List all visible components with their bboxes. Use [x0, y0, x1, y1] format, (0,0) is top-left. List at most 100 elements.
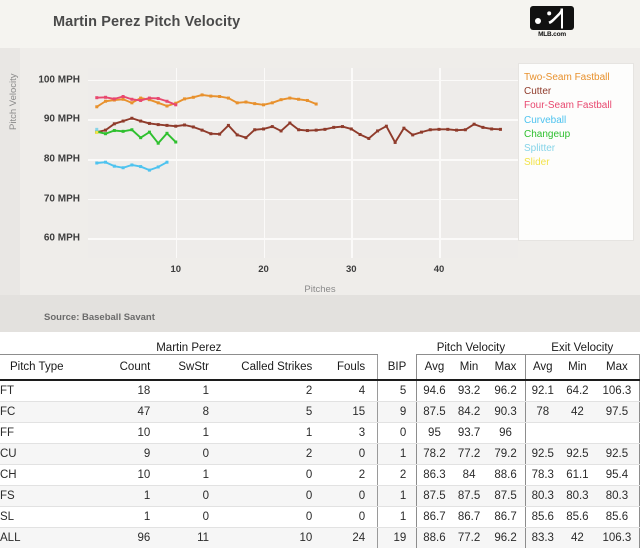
cell-bip: 2	[377, 464, 417, 486]
cell-fouls: 4	[330, 380, 378, 402]
col-pitch-type: Pitch Type	[0, 354, 91, 381]
series-marker	[165, 99, 169, 103]
series-marker	[472, 122, 476, 126]
table-row[interactable]: SL 1 0 0 0 1 86.7 86.7 86.7 85.6 85.6 85.6	[0, 506, 640, 528]
series-marker	[209, 94, 213, 98]
group-header-pitch-velocity: Pitch Velocity	[436, 341, 506, 354]
cell-swstr: 0	[164, 506, 226, 528]
col-bip: BIP	[377, 354, 417, 381]
gridline-vertical	[351, 68, 353, 258]
table-row[interactable]: CH 10 1 0 2 2 86.3 84 88.6 78.3 61.1 95.4	[0, 464, 640, 486]
table-row[interactable]: ALL 96 11 10 24 19 88.6 77.2 96.2 83.3 42 106.3	[0, 527, 640, 548]
legend-item-slider[interactable]: Slider	[524, 157, 550, 169]
series-marker	[200, 128, 204, 132]
legend-item-changeup[interactable]: Changeup	[524, 128, 571, 140]
table-row[interactable]: FS 1 0 0 0 1 87.5 87.5 87.5 80.3 80.3 80.3	[0, 485, 640, 507]
series-marker	[226, 96, 230, 100]
series-marker	[174, 124, 178, 128]
gridline-horizontal	[88, 198, 518, 201]
cell-ev-avg: 85.6	[525, 506, 560, 528]
x-axis-tick-label: 10	[170, 264, 182, 275]
chart-legend: Two-Seam Fastball Cutter Four-Seam Fastbal…	[518, 63, 634, 241]
series-marker	[95, 131, 99, 135]
series-marker	[437, 127, 441, 131]
table-group-header-row: Martin Perez Pitch Velocity Exit Velocit…	[0, 332, 640, 355]
series-marker	[314, 102, 318, 106]
cell-count: 1	[90, 506, 165, 528]
series-marker	[270, 101, 274, 105]
cell-called-strikes: 10	[299, 531, 313, 544]
series-marker	[112, 97, 116, 101]
cell-ev-avg: 78	[525, 401, 560, 423]
cell-swstr: 0	[164, 485, 226, 507]
col-pv-avg: Avg	[416, 353, 452, 381]
table-row[interactable]: FF 10 1 1 3 0 95 93.7 96	[0, 422, 640, 444]
gridline-horizontal	[88, 79, 518, 82]
cell-count: 47	[90, 401, 165, 423]
series-marker	[262, 103, 266, 107]
cell-ev-avg: 78.3	[525, 464, 560, 486]
table-row[interactable]: FC 47 8 5 15 9 87.5 84.2 90.3 78 42 97.5	[0, 401, 640, 423]
cell-ev-min: 42	[559, 401, 595, 423]
cell-bip: 19	[377, 527, 417, 548]
series-marker	[323, 127, 327, 131]
mlb-logo: MLB.com	[528, 6, 576, 42]
cell-pv-min: 93.2	[451, 380, 487, 402]
series-marker	[340, 125, 344, 129]
series-marker	[226, 123, 230, 127]
legend-item-two-seam-fastball[interactable]: Two-Seam Fastball	[524, 72, 610, 83]
series-marker	[253, 102, 257, 106]
series-marker	[446, 127, 450, 131]
table-column-header-row: Pitch Type Count SwStr Called Strikes Fo…	[0, 353, 640, 381]
series-marker	[121, 95, 125, 98]
x-axis-tick-label: 30	[345, 264, 357, 275]
cell-ev-max: 85.6	[594, 506, 640, 528]
cell-pv-avg: 86.3	[416, 464, 452, 486]
page-header: Martin Perez Pitch Velocity MLB.com	[0, 0, 640, 48]
series-marker	[332, 125, 336, 129]
cell-ev-max: 106.3	[594, 527, 640, 548]
series-marker	[156, 141, 160, 145]
cell-pv-min: 84	[451, 464, 487, 486]
series-marker	[156, 101, 160, 105]
cell-swstr: 1	[164, 380, 226, 402]
series-marker	[130, 97, 134, 101]
cell-swstr: 1	[164, 422, 226, 444]
series-marker	[174, 103, 178, 107]
series-marker	[191, 95, 195, 99]
cell-fouls: 0	[330, 443, 378, 465]
cell-ev-max: 92.5	[594, 443, 640, 465]
cell-swstr: 8	[164, 401, 226, 423]
gridline-vertical	[439, 68, 441, 258]
cell-pitch-type: FF	[0, 422, 91, 444]
series-marker	[297, 97, 301, 101]
series-marker	[165, 123, 169, 127]
cell-pitch-type: CH	[0, 464, 91, 486]
series-marker	[305, 98, 309, 102]
col-fouls: Fouls	[330, 354, 378, 381]
series-marker	[218, 95, 222, 98]
series-marker	[112, 164, 116, 168]
cell-pitch-type: ALL	[0, 531, 21, 544]
cell-bip: 1	[377, 443, 417, 465]
table-row[interactable]: CU 9 0 2 0 1 78.2 77.2 79.2 92.5 92.5 92.5	[0, 443, 640, 465]
series-marker	[156, 123, 160, 127]
legend-item-splitter[interactable]: Splitter	[524, 143, 556, 155]
legend-item-curveball[interactable]: Curveball	[524, 114, 567, 126]
cell-count: 1	[90, 485, 165, 507]
series-marker	[428, 128, 432, 132]
cell-pv-avg: 87.5	[416, 401, 452, 423]
series-marker	[384, 124, 388, 128]
series-marker	[174, 101, 178, 105]
legend-item-cutter[interactable]: Cutter	[524, 86, 552, 98]
table-row[interactable]: FT 18 1 2 4 5 94.6 93.2 96.2 92.1 64.2 106.3	[0, 380, 640, 402]
group-header-spacer	[378, 332, 417, 354]
legend-item-four-seam-fastball[interactable]: Four-Seam Fastball	[524, 100, 612, 112]
group-header-player: Martin Perez	[0, 332, 378, 355]
series-marker	[121, 129, 125, 133]
series-marker	[463, 128, 467, 132]
series-marker	[130, 163, 134, 167]
gridline-vertical	[263, 68, 266, 258]
series-marker	[393, 140, 397, 144]
